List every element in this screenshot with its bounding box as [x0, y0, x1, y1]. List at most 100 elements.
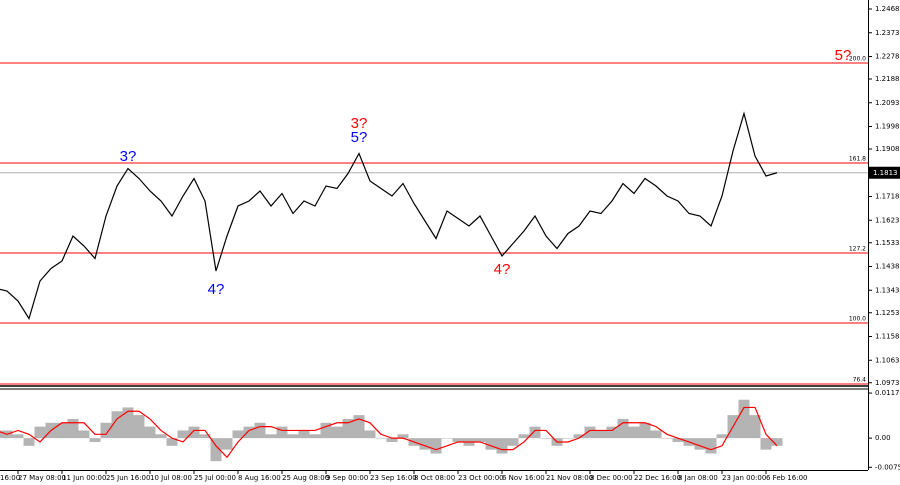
histogram-bar	[34, 426, 46, 439]
y-tick-label: 1.2468	[875, 5, 900, 13]
y-tick-label: 0.00	[875, 434, 891, 442]
histogram-bar	[232, 430, 244, 439]
x-tick-label: 25 Aug 08:00	[282, 474, 329, 482]
histogram-bar	[507, 438, 519, 446]
histogram-bar	[23, 438, 35, 446]
y-tick-label: 1.0973	[875, 379, 900, 387]
histogram-bar	[0, 430, 2, 439]
histogram-bar	[56, 422, 68, 439]
histogram-bar	[276, 426, 288, 439]
x-tick-label: 6 Nov 16:00	[502, 474, 545, 482]
histogram-bar	[342, 418, 354, 439]
histogram-bar	[529, 426, 541, 439]
y-tick-label: 1.2278	[875, 53, 900, 61]
x-tick-label: 9 Sep 00:00	[326, 474, 368, 482]
histogram-bar	[760, 438, 772, 450]
x-tick-label: 23 Sep 16:00	[370, 474, 417, 482]
histogram-bar	[672, 438, 684, 442]
histogram-bar	[122, 407, 134, 439]
wave-label: 3?	[351, 115, 368, 132]
histogram-bar	[749, 415, 761, 439]
histogram-bar	[133, 415, 145, 439]
histogram-bar	[254, 422, 266, 439]
wave-label: 5?	[835, 47, 852, 64]
histogram-bar	[309, 434, 321, 439]
histogram-bar	[595, 430, 607, 439]
x-tick-label: 8 Aug 16:00	[238, 474, 281, 482]
y-tick-label: 1.1343	[875, 286, 900, 294]
y-tick-label: 1.1908	[875, 145, 900, 153]
histogram-bar	[485, 438, 497, 450]
histogram-bar	[298, 430, 310, 439]
last-price-label: 1.1813	[873, 169, 898, 177]
histogram-bar	[705, 438, 717, 454]
x-tick-label: 21 Nov 08:00	[546, 474, 593, 482]
x-tick-label: 25 Jun 16:00	[106, 474, 150, 482]
histogram-bar	[210, 438, 222, 462]
x-tick-label: 22 Dec 16:00	[634, 474, 681, 482]
histogram-bar	[716, 434, 728, 439]
histogram-bar	[771, 438, 783, 446]
wave-label: 4?	[208, 281, 225, 298]
histogram-bar	[562, 438, 574, 439]
y-tick-label: 1.2373	[875, 29, 900, 37]
histogram-bar	[287, 434, 299, 439]
histogram-bar	[441, 438, 453, 439]
histogram-bar	[188, 426, 200, 439]
y-tick-label: 1.1998	[875, 123, 900, 131]
histogram-bar	[474, 438, 486, 442]
x-tick-label: 23 Jan 00:00	[722, 474, 766, 482]
wave-label: 3?	[120, 148, 137, 165]
histogram-bar	[353, 415, 365, 439]
histogram-bar	[606, 426, 618, 439]
y-tick-label: 0.01174	[875, 389, 900, 397]
histogram-bar	[100, 422, 112, 439]
y-tick-label: 1.1253	[875, 309, 900, 317]
histogram-bar	[89, 438, 101, 442]
histogram-bar	[661, 438, 673, 439]
histogram-bar	[419, 438, 431, 450]
y-tick-label: 1.1623	[875, 216, 900, 224]
x-tick-label: 10 Jul 08:00	[150, 474, 192, 482]
histogram-bar	[397, 434, 409, 439]
wave-label: 5?	[351, 129, 368, 146]
histogram-bar	[243, 426, 255, 439]
histogram-bar	[331, 426, 343, 439]
x-tick-label: 27 May 08:00	[18, 474, 66, 482]
histogram-bar	[111, 411, 123, 439]
histogram-bar	[518, 434, 530, 439]
y-tick-label: 1.1438	[875, 263, 900, 271]
histogram-bar	[166, 438, 178, 446]
histogram-bar	[364, 430, 376, 439]
wave-label: 4?	[494, 261, 511, 278]
fib-level-label: 161.8	[849, 156, 866, 163]
y-tick-label: 1.2188	[875, 75, 900, 83]
histogram-bar	[584, 426, 596, 439]
y-tick-label: 1.1533	[875, 239, 900, 247]
histogram-bar	[694, 438, 706, 450]
y-tick-label: 1.2093	[875, 99, 900, 107]
signal-line	[0, 406, 778, 459]
x-tick-label: 23 Oct 00:00	[458, 474, 504, 482]
fib-level-label: 127.2	[849, 246, 866, 253]
histogram-bar	[628, 426, 640, 439]
histogram-bar	[144, 426, 156, 439]
fib-level-label: 100.0	[849, 316, 866, 323]
histogram-bar	[155, 434, 167, 439]
histogram-bar	[386, 438, 398, 442]
histogram-bar	[573, 434, 585, 439]
histogram-bar	[639, 422, 651, 439]
histogram-bar	[375, 438, 387, 439]
last-price-box	[869, 166, 900, 179]
histogram-bar	[265, 434, 277, 439]
histogram-bar	[199, 434, 211, 439]
histogram-bar	[540, 438, 552, 439]
histogram-bar	[12, 434, 24, 439]
x-tick-label: 11 Jun 00:00	[62, 474, 106, 482]
histogram-bar	[617, 418, 629, 439]
y-tick-label: 1.1718	[875, 193, 900, 201]
histogram-bar	[221, 438, 233, 450]
histogram-bar	[67, 418, 79, 439]
